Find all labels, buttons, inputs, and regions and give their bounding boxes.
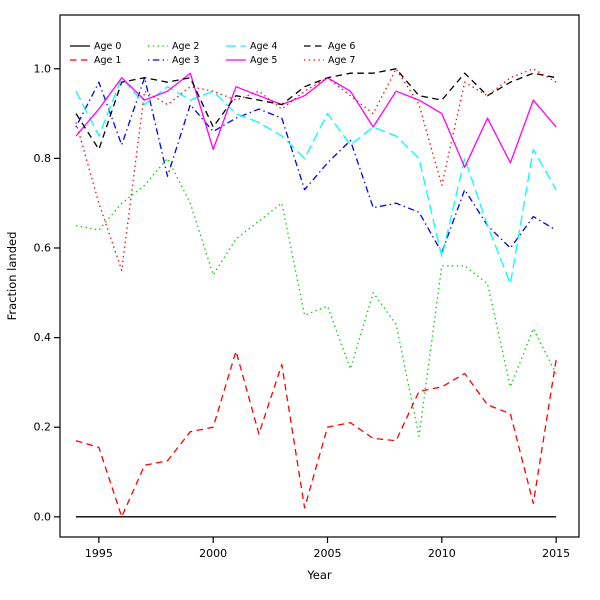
legend-entry-age-5: Age 5	[226, 55, 277, 66]
x-tick-label: 2000	[199, 547, 227, 560]
y-axis: 0.0 0.2 0.4 0.6 0.8 1.0	[34, 62, 60, 523]
y-tick-label: 0.4	[34, 331, 52, 344]
legend-label-age-0: Age 0	[94, 41, 121, 52]
y-axis-label: Fraction landed	[5, 232, 19, 321]
y-tick-label: 0.6	[34, 241, 52, 254]
series-line-age-3	[75, 77, 557, 254]
series-line-age-6	[75, 68, 557, 151]
y-tick-label: 0.0	[34, 510, 52, 523]
y-tick-label: 0.8	[34, 152, 52, 165]
y-tick-label: 1.0	[34, 62, 52, 75]
legend-label-age-1: Age 1	[94, 55, 121, 66]
legend: Age 0 Age 1 Age 2 Age 3 Age 4 Age 5 Age 6 Age 7	[70, 41, 355, 66]
series-line-age-4	[75, 77, 557, 285]
legend-label-age-7: Age 7	[328, 55, 355, 66]
x-tick-label: 2015	[542, 547, 570, 560]
legend-label-age-2: Age 2	[172, 41, 199, 52]
legend-label-age-3: Age 3	[172, 55, 199, 66]
legend-label-age-4: Age 4	[250, 41, 277, 52]
x-axis: 1995 2000 2005 2010 2015	[85, 537, 570, 560]
x-axis-label: Year	[306, 568, 332, 582]
plot-box	[59, 14, 580, 538]
legend-entry-age-3: Age 3	[148, 55, 199, 66]
series-group	[75, 68, 557, 518]
legend-entry-age-6: Age 6	[304, 41, 355, 52]
legend-entry-age-4: Age 4	[226, 41, 277, 52]
series-line-age-5	[75, 72, 557, 168]
legend-entry-age-2: Age 2	[148, 41, 199, 52]
x-tick-label: 1995	[85, 547, 113, 560]
series-line-age-1	[75, 350, 557, 518]
x-tick-label: 2010	[428, 547, 456, 560]
legend-entry-age-0: Age 0	[70, 41, 121, 52]
y-tick-label: 0.2	[34, 421, 52, 434]
legend-label-age-6: Age 6	[328, 41, 355, 52]
legend-entry-age-7: Age 7	[304, 55, 355, 66]
legend-entry-age-1: Age 1	[70, 55, 121, 66]
legend-label-age-5: Age 5	[250, 55, 277, 66]
series-line-age-2	[75, 157, 557, 437]
x-tick-label: 2005	[314, 547, 342, 560]
